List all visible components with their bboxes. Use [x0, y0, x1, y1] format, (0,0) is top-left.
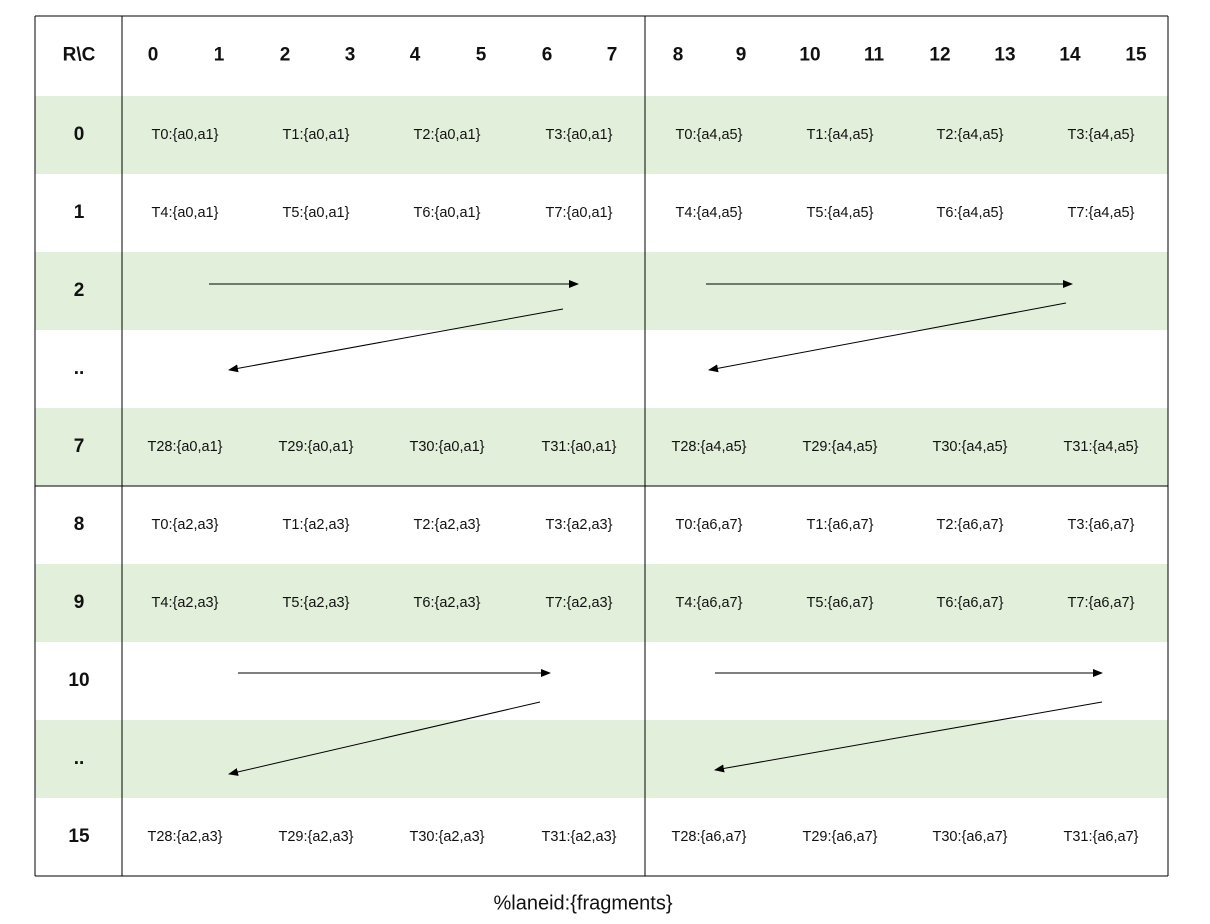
row-header: 1: [73, 202, 85, 223]
row-band: [35, 720, 1168, 798]
column-header: 3: [344, 44, 356, 66]
row-header: 7: [73, 436, 85, 457]
cell-label: T6:{a6,a7}: [936, 595, 1004, 611]
cell-label: T28:{a0,a1}: [147, 439, 223, 455]
cell-label: T31:{a0,a1}: [541, 439, 617, 455]
column-header: 15: [1125, 44, 1147, 66]
column-header: 2: [279, 44, 291, 66]
column-header: 6: [541, 44, 553, 66]
cell-label: T2:{a0,a1}: [413, 127, 481, 143]
cell-label: T30:{a2,a3}: [409, 829, 485, 845]
cell-label: T31:{a2,a3}: [541, 829, 617, 845]
cell-label: T30:{a4,a5}: [932, 439, 1008, 455]
cell-label: T0:{a2,a3}: [151, 517, 219, 533]
row-band: [35, 252, 1168, 330]
cell-label: T7:{a6,a7}: [1067, 595, 1135, 611]
row-header: 9: [73, 592, 85, 613]
cell-label: T3:{a0,a1}: [545, 127, 613, 143]
row-header: 2: [73, 280, 85, 301]
cell-label: T0:{a4,a5}: [675, 127, 743, 143]
cell-label: T31:{a6,a7}: [1063, 829, 1139, 845]
column-header: 14: [1059, 44, 1081, 66]
column-header: 5: [475, 44, 487, 66]
row-band: [35, 408, 1168, 486]
caption: %laneid:{fragments}: [493, 892, 673, 915]
cell-label: T7:{a2,a3}: [545, 595, 613, 611]
cell-label: T2:{a2,a3}: [413, 517, 481, 533]
cell-label: T29:{a2,a3}: [278, 829, 354, 845]
row-header: ..: [73, 748, 85, 769]
cell-label: T4:{a4,a5}: [675, 205, 743, 221]
cell-label: T31:{a4,a5}: [1063, 439, 1139, 455]
column-header: 7: [606, 44, 618, 66]
row-header: 8: [73, 514, 85, 535]
row-header: 15: [68, 826, 90, 847]
cell-label: T4:{a0,a1}: [151, 205, 219, 221]
cell-label: T6:{a0,a1}: [413, 205, 481, 221]
row-header: ..: [73, 358, 85, 379]
cell-label: T28:{a6,a7}: [671, 829, 747, 845]
cell-label: T28:{a4,a5}: [671, 439, 747, 455]
cell-label: T29:{a6,a7}: [802, 829, 878, 845]
corner-header: R\C: [62, 44, 96, 66]
cell-label: T2:{a6,a7}: [936, 517, 1004, 533]
column-header: 8: [672, 44, 684, 66]
cell-label: T5:{a6,a7}: [806, 595, 874, 611]
cell-label: T4:{a2,a3}: [151, 595, 219, 611]
column-header: 13: [994, 44, 1016, 66]
column-header: 9: [735, 44, 747, 66]
column-header: 12: [929, 44, 951, 66]
cell-label: T7:{a4,a5}: [1067, 205, 1135, 221]
cell-label: T3:{a2,a3}: [545, 517, 613, 533]
cell-label: T5:{a0,a1}: [282, 205, 350, 221]
cell-label: T30:{a0,a1}: [409, 439, 485, 455]
cell-label: T29:{a0,a1}: [278, 439, 354, 455]
column-header: 11: [863, 44, 885, 66]
cell-label: T5:{a4,a5}: [806, 205, 874, 221]
cell-label: T4:{a6,a7}: [675, 595, 743, 611]
cell-label: T28:{a2,a3}: [147, 829, 223, 845]
column-header: 0: [147, 44, 159, 66]
arrow-back: [708, 302, 1067, 373]
cell-label: T3:{a4,a5}: [1067, 127, 1135, 143]
cell-label: T6:{a4,a5}: [936, 205, 1004, 221]
arrow-back: [714, 701, 1103, 773]
row-header: 10: [68, 670, 90, 691]
arrow-back: [228, 308, 564, 373]
cell-label: T1:{a2,a3}: [282, 517, 350, 533]
row-header: 0: [73, 124, 85, 145]
cell-label: T1:{a6,a7}: [806, 517, 874, 533]
arrow-back: [228, 701, 541, 776]
column-header: 1: [213, 44, 225, 66]
cell-label: T30:{a6,a7}: [932, 829, 1008, 845]
cell-label: T29:{a4,a5}: [802, 439, 878, 455]
cell-label: T0:{a6,a7}: [675, 517, 743, 533]
cell-label: T1:{a0,a1}: [282, 127, 350, 143]
column-header: 10: [799, 44, 821, 66]
cell-label: T6:{a2,a3}: [413, 595, 481, 611]
cell-label: T3:{a6,a7}: [1067, 517, 1135, 533]
cell-label: T0:{a0,a1}: [151, 127, 219, 143]
cell-label: T1:{a4,a5}: [806, 127, 874, 143]
cell-label: T5:{a2,a3}: [282, 595, 350, 611]
column-header: 4: [409, 44, 421, 66]
cell-label: T7:{a0,a1}: [545, 205, 613, 221]
row-band: [35, 96, 1168, 174]
cell-label: T2:{a4,a5}: [936, 127, 1004, 143]
row-band: [35, 564, 1168, 642]
